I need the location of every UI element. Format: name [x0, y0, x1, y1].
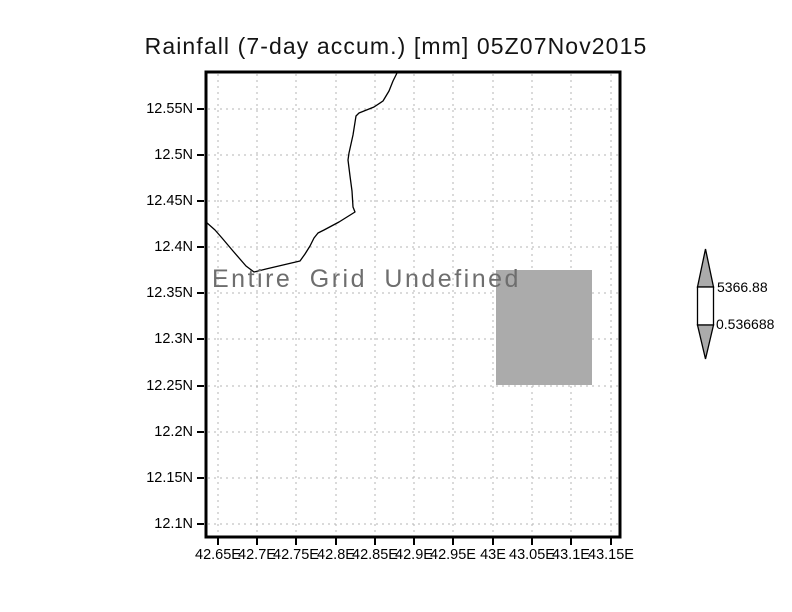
y-tick-label: 12.25N	[146, 378, 193, 394]
x-tick-label: 42.65E	[195, 547, 241, 563]
undefined-shade-rect	[496, 270, 592, 385]
axis-ticks	[197, 108, 612, 545]
coastline-path	[205, 72, 398, 273]
x-tick-label: 42.75E	[273, 547, 319, 563]
gridlines	[208, 74, 618, 535]
x-tick-label: 42.8E	[317, 547, 355, 563]
plot-border	[204, 70, 622, 539]
x-tick-label: 42.7E	[238, 547, 276, 563]
y-tick-label: 12.3N	[154, 331, 193, 347]
x-tick-label: 43.15E	[588, 547, 634, 563]
chart-title: Rainfall (7-day accum.) [mm] 05Z07Nov201…	[144, 33, 648, 59]
x-tick-label: 43.1E	[552, 547, 590, 563]
x-tick-label: 42.9E	[395, 547, 433, 563]
y-tick-label: 12.45N	[146, 193, 193, 209]
x-tick-label: 43E	[480, 547, 506, 563]
x-tick-label: 42.85E	[352, 547, 398, 563]
colorbar-top-arrow	[696, 248, 715, 288]
colorbar-box	[696, 286, 715, 326]
colorbar-bottom-arrow	[696, 324, 715, 360]
y-tick-label: 12.15N	[146, 470, 193, 486]
x-tick-label: 43.05E	[509, 547, 555, 563]
y-tick-label: 12.2N	[154, 424, 193, 440]
colorbar-min-label: 0.536688	[716, 316, 775, 332]
colorbar-max-label: 5366.88	[717, 279, 768, 295]
colorbar	[696, 248, 715, 360]
y-tick-label: 12.1N	[154, 516, 193, 532]
x-tick-label: 42.95E	[430, 547, 476, 563]
y-tick-label: 12.4N	[154, 239, 193, 255]
status-text: Entire Grid Undefined	[212, 265, 521, 293]
y-tick-label: 12.55N	[146, 101, 193, 117]
y-tick-label: 12.35N	[146, 285, 193, 301]
y-tick-label: 12.5N	[154, 147, 193, 163]
